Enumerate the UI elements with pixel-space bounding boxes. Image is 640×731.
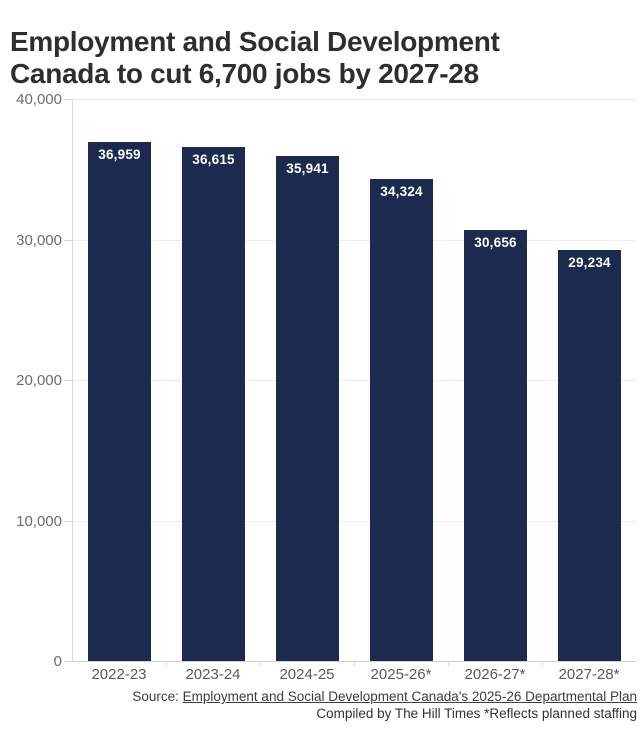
bar-2027-28* [558,250,621,661]
bar-value-label: 36,959 [98,147,141,162]
bar-value-label: 34,324 [380,184,423,199]
x-axis-category-label: 2027-28* [558,666,620,683]
gridline-20000 [72,380,636,381]
gridline-10000 [72,521,636,522]
y-axis-tick-label: 30,000 [16,232,62,249]
y-axis-tick-label: 10,000 [16,513,62,530]
x-axis-tick [354,661,355,666]
y-axis-tick [64,521,72,522]
chart-title-line2: Canada to cut 6,700 jobs by 2027-28 [10,58,479,89]
bar-value-label: 30,656 [474,235,517,250]
bar-value-label: 36,615 [192,152,235,167]
y-axis-tick [64,661,72,662]
chart-title: Employment and Social Development Canada… [10,26,634,90]
x-axis-tick [448,661,449,666]
x-axis-category-label: 2022-23 [91,666,147,683]
bar-2024-25 [276,156,339,661]
gridline-40000 [72,99,636,100]
y-axis-tick-label: 40,000 [16,91,62,108]
chart-title-line1: Employment and Social Development [10,26,500,57]
bar-2026-27* [464,230,527,661]
x-axis-category-label: 2026-27* [464,666,526,683]
bar-value-label: 29,234 [568,255,611,270]
y-axis-tick-label: 0 [53,653,62,670]
bar-2023-24 [182,147,245,661]
x-axis-category-label: 2024-25 [279,666,335,683]
bar-2022-23 [88,142,151,661]
compiled-credit: Compiled by The Hill Times *Reflects pla… [316,706,637,721]
bar-value-label: 35,941 [286,161,329,176]
y-axis-tick-label: 20,000 [16,372,62,389]
y-axis-tick [64,380,72,381]
y-axis-line [72,99,73,661]
source-link[interactable]: Employment and Social Development Canada… [182,689,637,704]
y-axis-tick [64,99,72,100]
source-prefix: Source: [132,689,183,704]
source-line: Source: Employment and Social Developmen… [132,689,637,704]
bar-2025-26* [370,179,433,661]
x-axis-category-label: 2025-26* [370,666,432,683]
x-axis-tick [166,661,167,666]
y-axis-tick [64,240,72,241]
x-axis-tick [542,661,543,666]
x-axis-category-label: 2023-24 [185,666,241,683]
x-axis-tick [260,661,261,666]
gridline-30000 [72,240,636,241]
